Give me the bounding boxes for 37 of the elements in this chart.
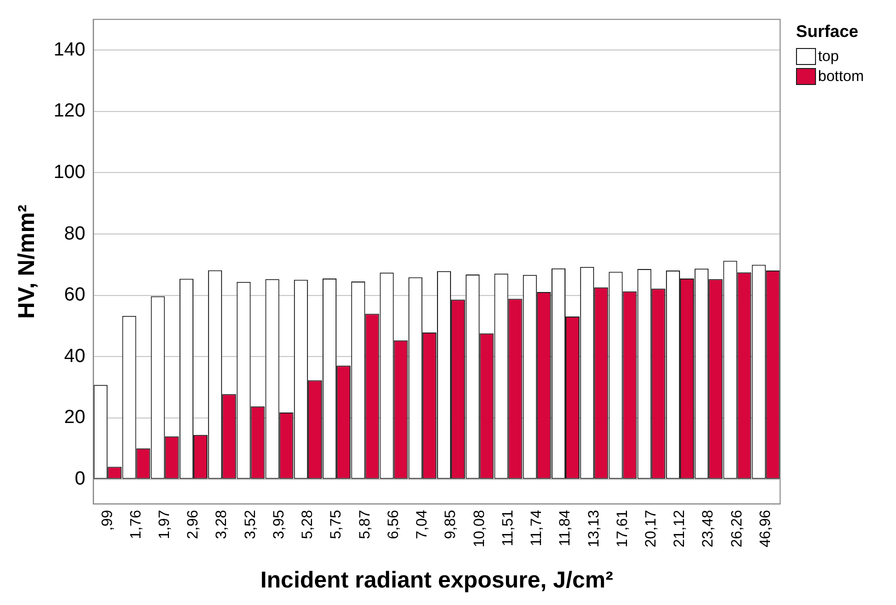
y-tick-label: 20 [64, 407, 86, 428]
x-axis-title: Incident radiant exposure, J/cm² [260, 566, 614, 593]
x-tick-label: 10,08 [470, 510, 488, 548]
x-tick-label: 2,96 [184, 510, 202, 540]
y-tick-label: 100 [54, 162, 86, 183]
y-tick-label: 80 [64, 223, 86, 244]
x-tick-label: 5,75 [328, 510, 345, 540]
x-tick-label: 11,74 [528, 510, 546, 546]
y-axis-title: HV, N/mm² [13, 204, 40, 319]
x-tick-label: 1,97 [156, 510, 173, 540]
x-tick-label: 26,26 [728, 510, 746, 548]
x-tick-label: 13,13 [585, 510, 602, 548]
legend-label: bottom [818, 68, 864, 84]
x-tick-label: 5,87 [356, 510, 374, 540]
x-tick-label: 3,28 [213, 510, 230, 540]
x-tick-label: 23,48 [700, 510, 717, 548]
x-tick-label: 11,51 [499, 510, 516, 546]
x-tick-label: 1,76 [127, 510, 144, 540]
legend-title: Surface [796, 22, 860, 42]
x-tick-label: 46,96 [756, 510, 774, 548]
x-tick-label: 17,61 [614, 510, 631, 548]
x-tick-label: 9,85 [442, 510, 460, 540]
x-tick-label: 5,28 [299, 510, 316, 540]
x-tick-label: 11,84 [556, 510, 574, 546]
y-tick-label: 40 [64, 346, 86, 367]
y-tick-label: 0 [74, 468, 86, 490]
x-tick-label: 3,52 [242, 510, 259, 540]
x-tick-label: 3,95 [270, 510, 288, 540]
y-tick-label: 140 [54, 39, 86, 60]
y-tick-label: 60 [64, 284, 86, 306]
x-tick-label: 7,04 [414, 510, 431, 540]
x-tick-label: 20,17 [642, 510, 660, 548]
x-tick-label: 6,56 [384, 510, 402, 540]
x-tick-label: ,99 [98, 510, 116, 531]
x-tick-label: 21,12 [671, 510, 688, 548]
y-tick-label: 120 [54, 100, 86, 122]
text: top [818, 48, 839, 64]
